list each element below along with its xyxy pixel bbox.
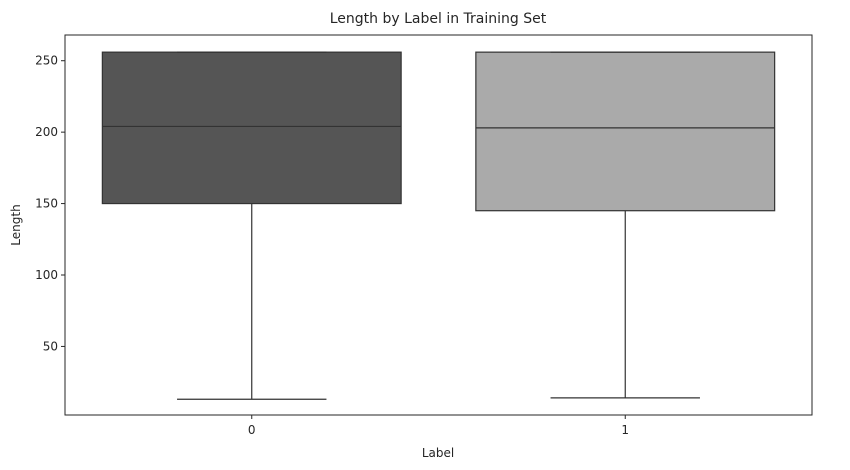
y-axis-label: Length (9, 204, 23, 245)
y-tick-label: 50 (43, 339, 58, 353)
x-tick-label: 1 (621, 423, 629, 437)
iqr-box (475, 51, 776, 212)
x-tick-label: 0 (248, 423, 256, 437)
y-tick-label: 100 (35, 268, 58, 282)
y-tick-label: 150 (35, 197, 58, 211)
iqr-box (101, 51, 402, 205)
y-tick-label: 250 (35, 54, 58, 68)
plot-area-frame (64, 34, 813, 416)
box-category-0 (101, 51, 402, 400)
x-axis-label: Label (422, 446, 454, 460)
boxes-group (101, 51, 776, 400)
y-tick-label: 200 (35, 125, 58, 139)
chart-title: Length by Label in Training Set (330, 11, 547, 27)
box-category-1 (475, 51, 776, 399)
y-axis: 50 100 150 200 250 (35, 54, 65, 353)
